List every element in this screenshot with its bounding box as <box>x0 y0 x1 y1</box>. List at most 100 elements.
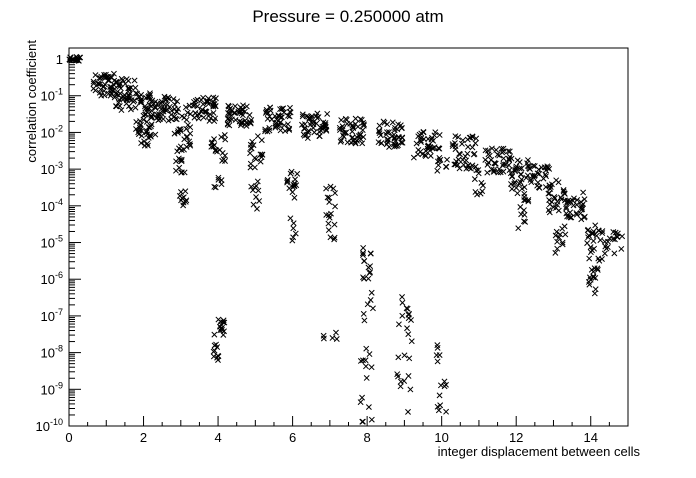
data-point <box>363 375 370 381</box>
data-point <box>393 143 400 150</box>
data-point <box>368 289 375 296</box>
data-point <box>496 166 503 172</box>
data-point <box>587 249 594 256</box>
data-point <box>286 185 293 192</box>
data-point <box>107 83 114 90</box>
data-point <box>518 211 525 218</box>
data-point <box>286 113 293 120</box>
data-point <box>178 147 185 154</box>
data-point <box>531 163 538 169</box>
data-point <box>473 135 480 142</box>
data-point <box>331 234 338 241</box>
data-point <box>284 121 291 128</box>
data-point <box>253 194 259 201</box>
data-point <box>177 143 184 150</box>
data-point <box>336 124 343 131</box>
data-point <box>332 203 338 210</box>
data-point <box>552 232 559 239</box>
data-point <box>256 198 263 204</box>
data-point <box>324 194 331 201</box>
data-point <box>220 331 227 338</box>
data-point <box>200 114 207 121</box>
data-point <box>138 97 144 104</box>
data-point <box>395 354 402 361</box>
data-point <box>289 189 296 196</box>
data-point <box>384 136 391 143</box>
data-point <box>469 162 476 169</box>
data-point <box>457 151 464 158</box>
data-point <box>212 146 219 153</box>
data-point <box>184 109 191 116</box>
data-point <box>573 210 580 217</box>
data-point <box>180 202 187 209</box>
data-point <box>420 128 427 135</box>
data-point <box>546 182 553 189</box>
data-point <box>542 184 549 190</box>
data-point <box>281 122 288 129</box>
data-point <box>473 167 480 174</box>
axes: 0 2 4 6 8 10 12 14 1 10-1 10-2 10-3 10-4 10-5 10-6 10-7… <box>36 47 629 445</box>
data-point <box>277 127 284 134</box>
data-point <box>424 145 431 152</box>
data-point <box>517 171 524 178</box>
data-point <box>399 312 406 319</box>
data-point <box>506 148 513 155</box>
data-point <box>171 113 178 120</box>
data-point <box>290 220 297 227</box>
data-point <box>291 180 298 187</box>
data-point <box>467 134 474 141</box>
data-point <box>512 166 519 173</box>
data-point <box>287 170 294 177</box>
data-point <box>609 236 616 242</box>
data-point <box>555 179 562 186</box>
data-point <box>406 355 413 362</box>
data-point <box>173 167 179 174</box>
data-point <box>367 297 374 303</box>
data-point <box>164 101 171 108</box>
data-point <box>242 117 249 124</box>
data-point <box>536 170 543 177</box>
data-point <box>143 111 149 118</box>
data-point <box>360 122 367 129</box>
x-tick-label: 12 <box>509 430 523 445</box>
data-point <box>173 109 180 115</box>
data-point <box>322 124 329 130</box>
x-tick-label: 0 <box>65 430 72 445</box>
data-point <box>238 110 245 117</box>
data-point <box>550 204 557 211</box>
data-point <box>451 140 458 146</box>
data-point <box>515 225 522 232</box>
data-point <box>401 352 408 359</box>
data-point <box>365 264 372 271</box>
data-point <box>186 141 193 148</box>
data-point <box>182 104 189 111</box>
data-point <box>611 236 618 243</box>
data-point <box>557 231 564 238</box>
data-point <box>90 85 97 92</box>
data-point <box>391 143 398 150</box>
data-point <box>408 317 414 323</box>
data-point <box>512 165 519 172</box>
data-point <box>228 116 235 123</box>
data-point <box>436 392 443 399</box>
data-point <box>174 98 181 105</box>
y-tick-label: 10-3 <box>41 160 63 177</box>
data-point <box>558 196 565 203</box>
data-point <box>212 147 219 154</box>
data-point <box>266 113 273 120</box>
data-point <box>210 109 217 116</box>
data-point <box>111 94 118 101</box>
data-point <box>546 165 553 172</box>
data-point <box>361 258 368 265</box>
chart-title: Pressure = 0.250000 atm <box>252 7 443 26</box>
data-point <box>490 166 497 173</box>
data-point <box>478 179 485 186</box>
data-point <box>593 232 600 239</box>
x-axis-label: integer displacement between cells <box>438 444 641 459</box>
data-point <box>160 116 167 123</box>
data-point <box>100 83 107 90</box>
data-point <box>287 215 294 222</box>
data-point <box>491 168 498 175</box>
data-point <box>162 97 169 104</box>
data-point <box>273 116 280 123</box>
